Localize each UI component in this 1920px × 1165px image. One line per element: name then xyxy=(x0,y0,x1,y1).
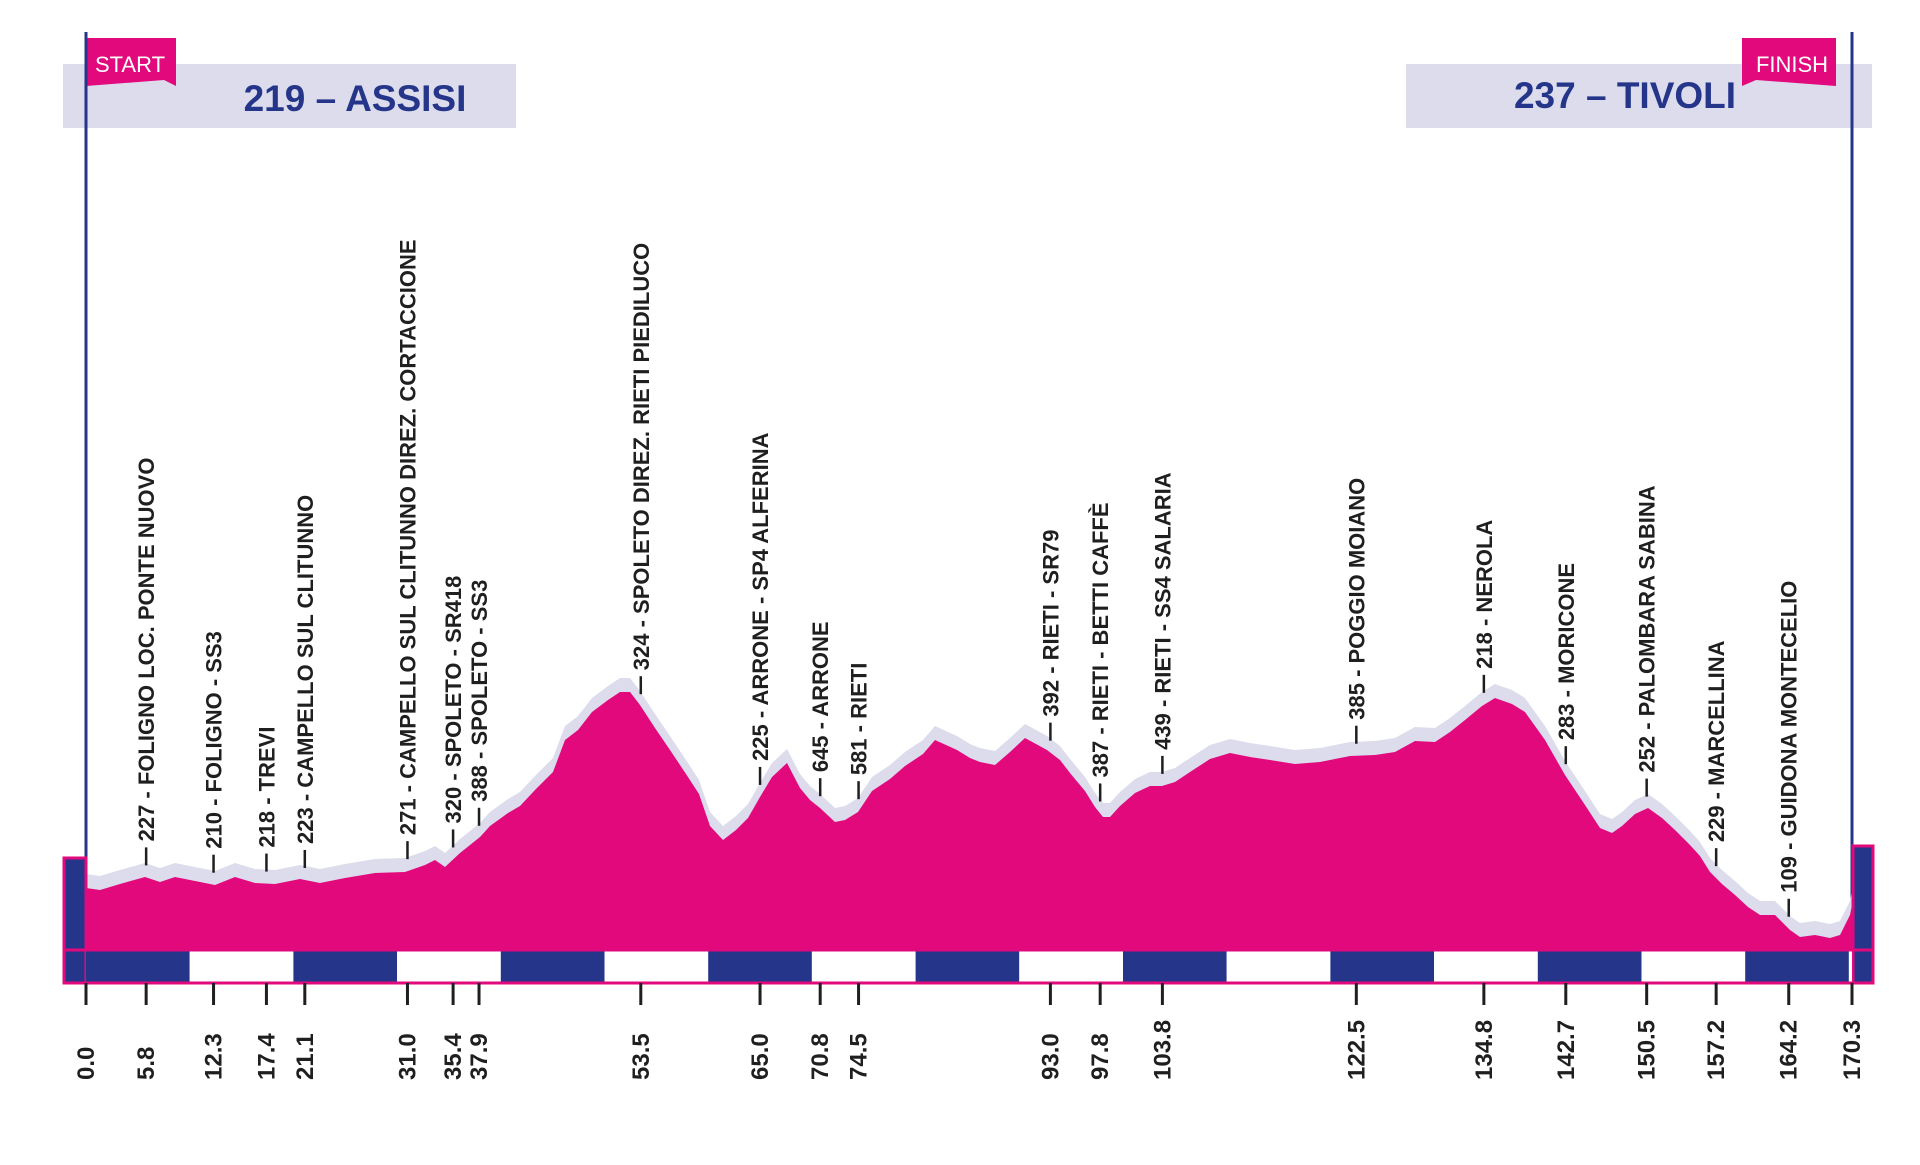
waypoints: 227 - FOLIGNO LOC. PONTE NUOVO 5.8 210 - F… xyxy=(133,239,1803,1080)
km-label: 53.5 xyxy=(628,1033,655,1080)
km-label: 74.5 xyxy=(846,1033,873,1080)
waypoint: 387 - RIETI - BETTI CAFFÈ 97.8 xyxy=(1087,502,1114,1080)
finish-block xyxy=(1851,844,1875,985)
km-band-segment xyxy=(811,950,916,983)
waypoint: 210 - FOLIGNO - SS3 12.3 xyxy=(201,631,228,1080)
waypoint-label: 109 - GUIDONA MONTECELIO xyxy=(1777,581,1802,893)
km-label: 37.9 xyxy=(466,1033,493,1080)
km-band-segment xyxy=(1330,950,1435,983)
waypoint-label: 645 - ARRONE xyxy=(808,621,833,772)
waypoint-label: 439 - RIETI - SS4 SALARIA xyxy=(1150,472,1175,750)
waypoint: 271 - CAMPELLO SUL CLITUNNO DIREZ. CORTA… xyxy=(394,239,421,1080)
km-label: 12.3 xyxy=(201,1033,228,1080)
km-label: 150.5 xyxy=(1634,1020,1661,1080)
km-label: 5.8 xyxy=(133,1047,160,1080)
km-label: 164.2 xyxy=(1776,1020,1803,1080)
km-label: 17.4 xyxy=(253,1033,280,1080)
waypoint-label: 387 - RIETI - BETTI CAFFÈ xyxy=(1088,502,1113,777)
waypoint: 392 - RIETI - SR79 93.0 xyxy=(1037,530,1064,1080)
km-band-segment xyxy=(1537,950,1642,983)
km-band-segment xyxy=(500,950,605,983)
waypoint: 385 - POGGIO MOIANO 122.5 xyxy=(1343,478,1370,1080)
waypoint-label: 581 - RIETI xyxy=(847,663,872,775)
km-label: 21.1 xyxy=(292,1033,319,1080)
start-title: 219 – ASSISI xyxy=(244,78,467,119)
km-end-tick: 170.3 xyxy=(1839,983,1866,1080)
km-band-segment xyxy=(189,950,294,983)
waypoint-label: 229 - MARCELLINA xyxy=(1704,640,1729,842)
waypoint-label: 225 - ARRONE - SP4 ALFERINA xyxy=(748,432,773,761)
km-band-segment xyxy=(86,950,190,983)
km-band-segment xyxy=(1848,950,1852,983)
km-label: 103.8 xyxy=(1149,1020,1176,1080)
km-label: 142.7 xyxy=(1553,1020,1580,1080)
waypoint-label: 218 - NEROLA xyxy=(1472,520,1497,669)
waypoint: 581 - RIETI 74.5 xyxy=(846,663,873,1080)
km-band-segment xyxy=(397,950,501,983)
waypoint: 324 - SPOLETO DIREZ. RIETI PIEDILUCO 53.5 xyxy=(628,243,655,1080)
finish-flag: FINISH xyxy=(1742,38,1836,86)
km-band-segment xyxy=(1434,950,1538,983)
km-end-label: 170.3 xyxy=(1839,1020,1866,1080)
km-band-segment xyxy=(293,950,398,983)
finish-title: 237 – TIVOLI xyxy=(1514,75,1736,116)
km-band-segment xyxy=(915,950,1020,983)
km-band-segment xyxy=(1122,950,1227,983)
waypoint-label: 388 - SPOLETO - SS3 xyxy=(467,580,492,802)
km-label: 122.5 xyxy=(1343,1020,1370,1080)
start-flag-label: START xyxy=(95,52,165,77)
km-label: 70.8 xyxy=(807,1033,834,1080)
waypoint: 645 - ARRONE 70.8 xyxy=(807,621,834,1080)
waypoint-label: 252 - PALOMBARA SABINA xyxy=(1635,485,1660,772)
waypoint-label: 392 - RIETI - SR79 xyxy=(1038,530,1063,717)
km-start-tick: 0.0 xyxy=(73,983,100,1080)
km-start-label: 0.0 xyxy=(73,1047,100,1080)
km-band-segment xyxy=(708,950,812,983)
waypoint: 439 - RIETI - SS4 SALARIA 103.8 xyxy=(1149,472,1176,1080)
waypoint-label: 218 - TREVI xyxy=(254,727,279,848)
km-label: 65.0 xyxy=(747,1033,774,1080)
waypoint: 320 - SPOLETO - SR418 35.4 xyxy=(440,576,467,1080)
km-band xyxy=(86,950,1852,983)
waypoint: 109 - GUIDONA MONTECELIO 164.2 xyxy=(1776,581,1803,1080)
waypoint: 283 - MORICONE 142.7 xyxy=(1553,563,1580,1080)
waypoint-label: 210 - FOLIGNO - SS3 xyxy=(202,631,227,849)
waypoint-label: 320 - SPOLETO - SR418 xyxy=(441,576,466,824)
waypoint-label: 385 - POGGIO MOIANO xyxy=(1344,478,1369,720)
elevation-profile xyxy=(86,692,1852,950)
waypoint-label: 283 - MORICONE xyxy=(1554,563,1579,740)
km-label: 35.4 xyxy=(440,1033,467,1080)
waypoint: 225 - ARRONE - SP4 ALFERINA 65.0 xyxy=(747,432,774,1080)
waypoint-label: 223 - CAMPELLO SUL CLITUNNO xyxy=(293,495,318,844)
waypoint: 223 - CAMPELLO SUL CLITUNNO 21.1 xyxy=(292,495,319,1080)
km-label: 93.0 xyxy=(1037,1033,1064,1080)
km-label: 31.0 xyxy=(394,1033,421,1080)
km-band-segment xyxy=(1019,950,1123,983)
km-band-segment xyxy=(1226,950,1331,983)
waypoint: 218 - TREVI 17.4 xyxy=(253,727,280,1080)
waypoint: 229 - MARCELLINA 157.2 xyxy=(1703,640,1730,1080)
waypoint: 218 - NEROLA 134.8 xyxy=(1471,520,1498,1080)
chart-frame xyxy=(62,948,1875,985)
waypoint-label: 324 - SPOLETO DIREZ. RIETI PIEDILUCO xyxy=(629,243,654,670)
waypoint-label: 227 - FOLIGNO LOC. PONTE NUOVO xyxy=(134,458,159,842)
km-label: 97.8 xyxy=(1087,1033,1114,1080)
km-label: 134.8 xyxy=(1471,1020,1498,1080)
start-flag: START xyxy=(86,38,176,86)
waypoint: 227 - FOLIGNO LOC. PONTE NUOVO 5.8 xyxy=(133,458,160,1080)
km-band-segment xyxy=(1641,950,1746,983)
waypoint: 252 - PALOMBARA SABINA 150.5 xyxy=(1634,485,1661,1080)
waypoint-label: 271 - CAMPELLO SUL CLITUNNO DIREZ. CORTA… xyxy=(395,239,420,835)
km-band-segment xyxy=(1745,950,1849,983)
waypoint: 388 - SPOLETO - SS3 37.9 xyxy=(466,580,493,1080)
km-label: 157.2 xyxy=(1703,1020,1730,1080)
finish-flag-label: FINISH xyxy=(1756,52,1828,77)
km-band-segment xyxy=(604,950,709,983)
start-block xyxy=(62,856,88,985)
